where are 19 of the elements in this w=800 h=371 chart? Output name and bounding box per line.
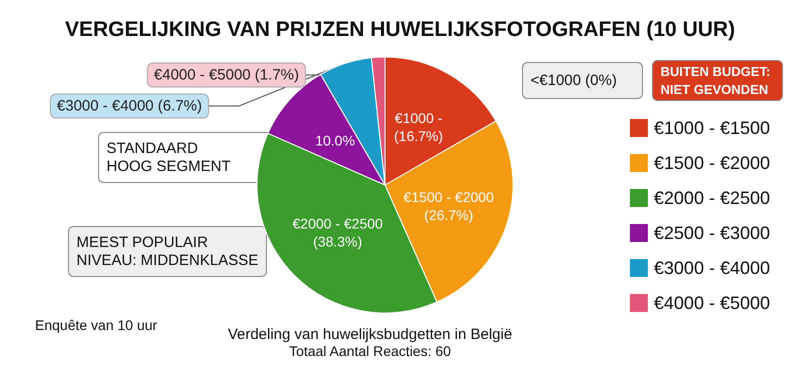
data-label: €4000 - €5000 (1.7%)	[154, 66, 299, 84]
legend-label: €1500 - €2000	[654, 153, 770, 173]
legend-label: €3000 - €4000	[654, 258, 770, 278]
legend-label: €2500 - €3000	[654, 223, 770, 243]
legend-label: €2000 - €2500	[654, 188, 770, 208]
legend-label: €4000 - €5000	[654, 293, 770, 313]
chart-title: VERGELIJKING VAN PRIJZEN HUWELIJKSFOTOGRAFEN (10 UUR)	[64, 18, 736, 41]
text: BUITEN BUDGET: NIET GEVONDEN	[660, 64, 770, 97]
text: MEEST POPULAIR NIVEAU: MIDDENKLASSE	[76, 234, 258, 269]
text: Enquête van 10 uur	[35, 317, 158, 333]
data-label: €1500 - €2000 (26.7%)	[404, 188, 494, 223]
data-label: 10.0%	[315, 132, 355, 148]
text: STANDAARD HOOG SEGMENT	[106, 140, 231, 175]
legend-label: €1000 - €1500	[654, 118, 770, 138]
text: <€1000 (0%)	[530, 72, 617, 89]
data-label: €3000 - €4000 (6.7%)	[56, 98, 202, 114]
text: Verdeling van huwelijksbudgetten in België Totaal Aantal Reacties: 60	[228, 326, 512, 359]
data-label: €2000 - €2500 (38.3%)	[292, 215, 384, 250]
data-label: €1000 - (16.7%)	[394, 110, 444, 144]
